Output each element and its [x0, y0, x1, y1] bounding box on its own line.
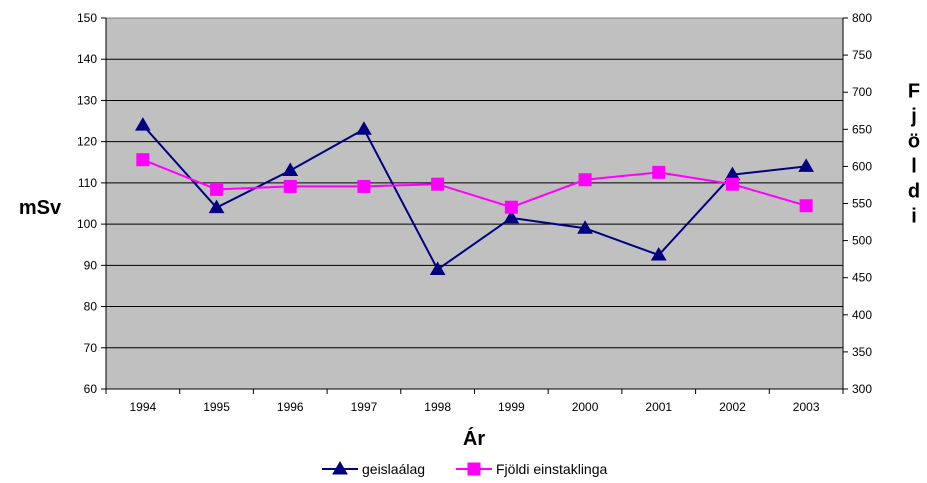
- data-point: [798, 158, 815, 172]
- series-1: [136, 153, 813, 214]
- data-point: [504, 200, 518, 214]
- data-point: [210, 182, 224, 196]
- left-tick-label: 60: [84, 382, 98, 396]
- x-tick-label: 1998: [424, 400, 451, 414]
- right-tick-label: 750: [852, 48, 872, 62]
- right-tick-label: 550: [852, 197, 872, 211]
- data-point: [725, 177, 739, 191]
- series-group: [134, 117, 815, 275]
- x-tick-label: 1996: [277, 400, 304, 414]
- data-point: [356, 121, 372, 135]
- right-tick-label: 450: [852, 271, 872, 285]
- x-tick-label: 1999: [498, 400, 525, 414]
- left-tick-label: 80: [84, 300, 98, 314]
- right-tick-label: 600: [852, 159, 872, 173]
- gridlines: [106, 58, 843, 349]
- legend-entry-0: geislaálag: [322, 461, 425, 477]
- left-tick-label: 150: [77, 11, 97, 25]
- left-tick-label: 110: [78, 176, 97, 190]
- data-point: [208, 199, 225, 214]
- left-tick-label: 120: [77, 135, 97, 149]
- x-axis-ticks: 1994 1995 1996 1997 1998 1999 2000 2001 2002 2003: [105, 389, 844, 414]
- legend-marker: [332, 461, 348, 475]
- data-point: [282, 162, 299, 177]
- left-tick-label: 140: [77, 52, 97, 66]
- right-axis-ticks: 300 350 400 450 500 550 600 650 700 750 800: [843, 11, 872, 396]
- left-tick-label: 130: [77, 93, 97, 107]
- left-axis-ticks: 60 70 80 90 100 110 120 130 140 150: [77, 11, 106, 396]
- x-tick-label: 1994: [129, 400, 156, 414]
- data-point: [283, 179, 297, 193]
- series-line: [142, 124, 807, 271]
- right-tick-label: 500: [852, 234, 872, 248]
- data-point: [357, 179, 371, 193]
- right-tick-label: 800: [852, 11, 872, 25]
- data-point: [134, 117, 151, 131]
- x-tick-label: 2003: [793, 400, 820, 414]
- y-axis-title: mSv: [19, 197, 62, 219]
- data-point: [503, 209, 520, 224]
- x-tick-label: 2002: [719, 400, 746, 414]
- legend-entry-1: Fjöldi einstaklinga: [456, 461, 607, 477]
- right-tick-label: 650: [852, 122, 872, 136]
- x-tick-label: 1997: [351, 400, 378, 414]
- left-tick-label: 100: [77, 217, 97, 231]
- legend-label: geislaálag: [362, 461, 425, 477]
- data-point: [429, 261, 446, 275]
- data-point: [799, 199, 813, 213]
- x-axis-title: Ár: [463, 427, 485, 450]
- series-line: [142, 158, 807, 209]
- x-tick-label: 2001: [645, 400, 672, 414]
- data-point: [577, 220, 593, 234]
- data-point: [578, 173, 592, 187]
- data-point: [136, 153, 150, 167]
- legend: geislaálag Fjöldi einstaklinga: [322, 461, 607, 477]
- right-tick-label: 300: [852, 382, 872, 396]
- right-tick-label: 700: [852, 85, 872, 99]
- right-tick-label: 400: [852, 308, 872, 322]
- left-tick-label: 90: [84, 258, 98, 272]
- legend-marker: [467, 462, 481, 476]
- data-point: [652, 165, 666, 179]
- plot-area: [105, 17, 844, 390]
- legend-label: Fjöldi einstaklinga: [496, 461, 607, 477]
- data-point: [650, 247, 667, 261]
- series-0: [134, 117, 815, 275]
- right-tick-label: 350: [852, 345, 872, 359]
- x-tick-label: 1995: [203, 400, 230, 414]
- x-tick-label: 2000: [572, 400, 599, 414]
- left-tick-label: 70: [84, 341, 98, 355]
- data-point: [431, 177, 445, 191]
